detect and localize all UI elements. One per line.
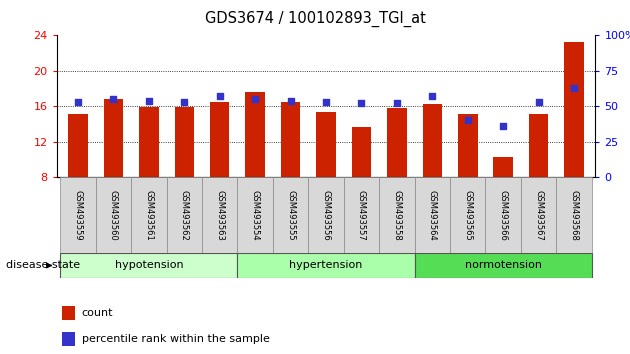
Text: GSM493554: GSM493554 xyxy=(251,190,260,240)
Text: GSM493565: GSM493565 xyxy=(463,190,472,240)
Text: GSM493567: GSM493567 xyxy=(534,190,543,240)
Text: hypotension: hypotension xyxy=(115,261,183,270)
Text: GSM493555: GSM493555 xyxy=(286,190,295,240)
Bar xyxy=(415,177,450,253)
Bar xyxy=(68,114,88,177)
Bar xyxy=(281,102,301,177)
Bar xyxy=(238,253,415,278)
Point xyxy=(392,101,402,106)
Bar xyxy=(166,177,202,253)
Text: count: count xyxy=(82,308,113,318)
Point xyxy=(215,93,225,99)
Text: GSM493558: GSM493558 xyxy=(392,190,401,240)
Bar xyxy=(246,92,265,177)
Bar xyxy=(379,177,415,253)
Point xyxy=(498,123,508,129)
Bar xyxy=(352,127,371,177)
Text: GSM493557: GSM493557 xyxy=(357,190,366,240)
Text: GSM493564: GSM493564 xyxy=(428,190,437,240)
Bar xyxy=(210,102,229,177)
Bar xyxy=(556,177,592,253)
Point xyxy=(250,96,260,102)
Text: normotension: normotension xyxy=(465,261,542,270)
Point xyxy=(144,98,154,103)
Point xyxy=(321,99,331,105)
Bar xyxy=(175,107,194,177)
Bar xyxy=(60,253,238,278)
Bar xyxy=(521,177,556,253)
Point xyxy=(534,99,544,105)
Text: percentile rank within the sample: percentile rank within the sample xyxy=(82,333,270,344)
Text: GSM493561: GSM493561 xyxy=(144,190,153,240)
Bar xyxy=(62,306,75,320)
Text: GSM493563: GSM493563 xyxy=(215,190,224,240)
Bar xyxy=(344,177,379,253)
Point xyxy=(179,99,189,105)
Point xyxy=(462,118,472,123)
Point xyxy=(285,98,295,103)
Bar xyxy=(202,177,238,253)
Point xyxy=(73,99,83,105)
Bar xyxy=(458,114,478,177)
Text: GSM493560: GSM493560 xyxy=(109,190,118,240)
Bar xyxy=(529,114,548,177)
Text: hypertension: hypertension xyxy=(289,261,363,270)
Text: GSM493559: GSM493559 xyxy=(74,190,83,240)
Point xyxy=(357,101,367,106)
Bar xyxy=(308,177,344,253)
Text: GSM493562: GSM493562 xyxy=(180,190,189,240)
Bar xyxy=(316,113,336,177)
Point xyxy=(108,96,118,102)
Text: GSM493568: GSM493568 xyxy=(570,190,578,240)
Text: disease state: disease state xyxy=(6,261,81,270)
Bar xyxy=(273,177,308,253)
Bar xyxy=(104,99,123,177)
Bar xyxy=(131,177,166,253)
Bar xyxy=(493,156,513,177)
Bar xyxy=(387,108,406,177)
Bar xyxy=(96,177,131,253)
Bar xyxy=(415,253,592,278)
Text: GSM493566: GSM493566 xyxy=(499,190,508,240)
Bar xyxy=(60,177,96,253)
Text: GDS3674 / 100102893_TGI_at: GDS3674 / 100102893_TGI_at xyxy=(205,11,425,27)
Bar xyxy=(486,177,521,253)
Bar xyxy=(62,332,75,346)
Point xyxy=(427,93,437,99)
Bar xyxy=(450,177,486,253)
Bar xyxy=(238,177,273,253)
Bar xyxy=(564,41,584,177)
Point xyxy=(569,85,579,91)
Text: GSM493556: GSM493556 xyxy=(321,190,331,240)
Bar xyxy=(423,103,442,177)
Bar xyxy=(139,107,159,177)
